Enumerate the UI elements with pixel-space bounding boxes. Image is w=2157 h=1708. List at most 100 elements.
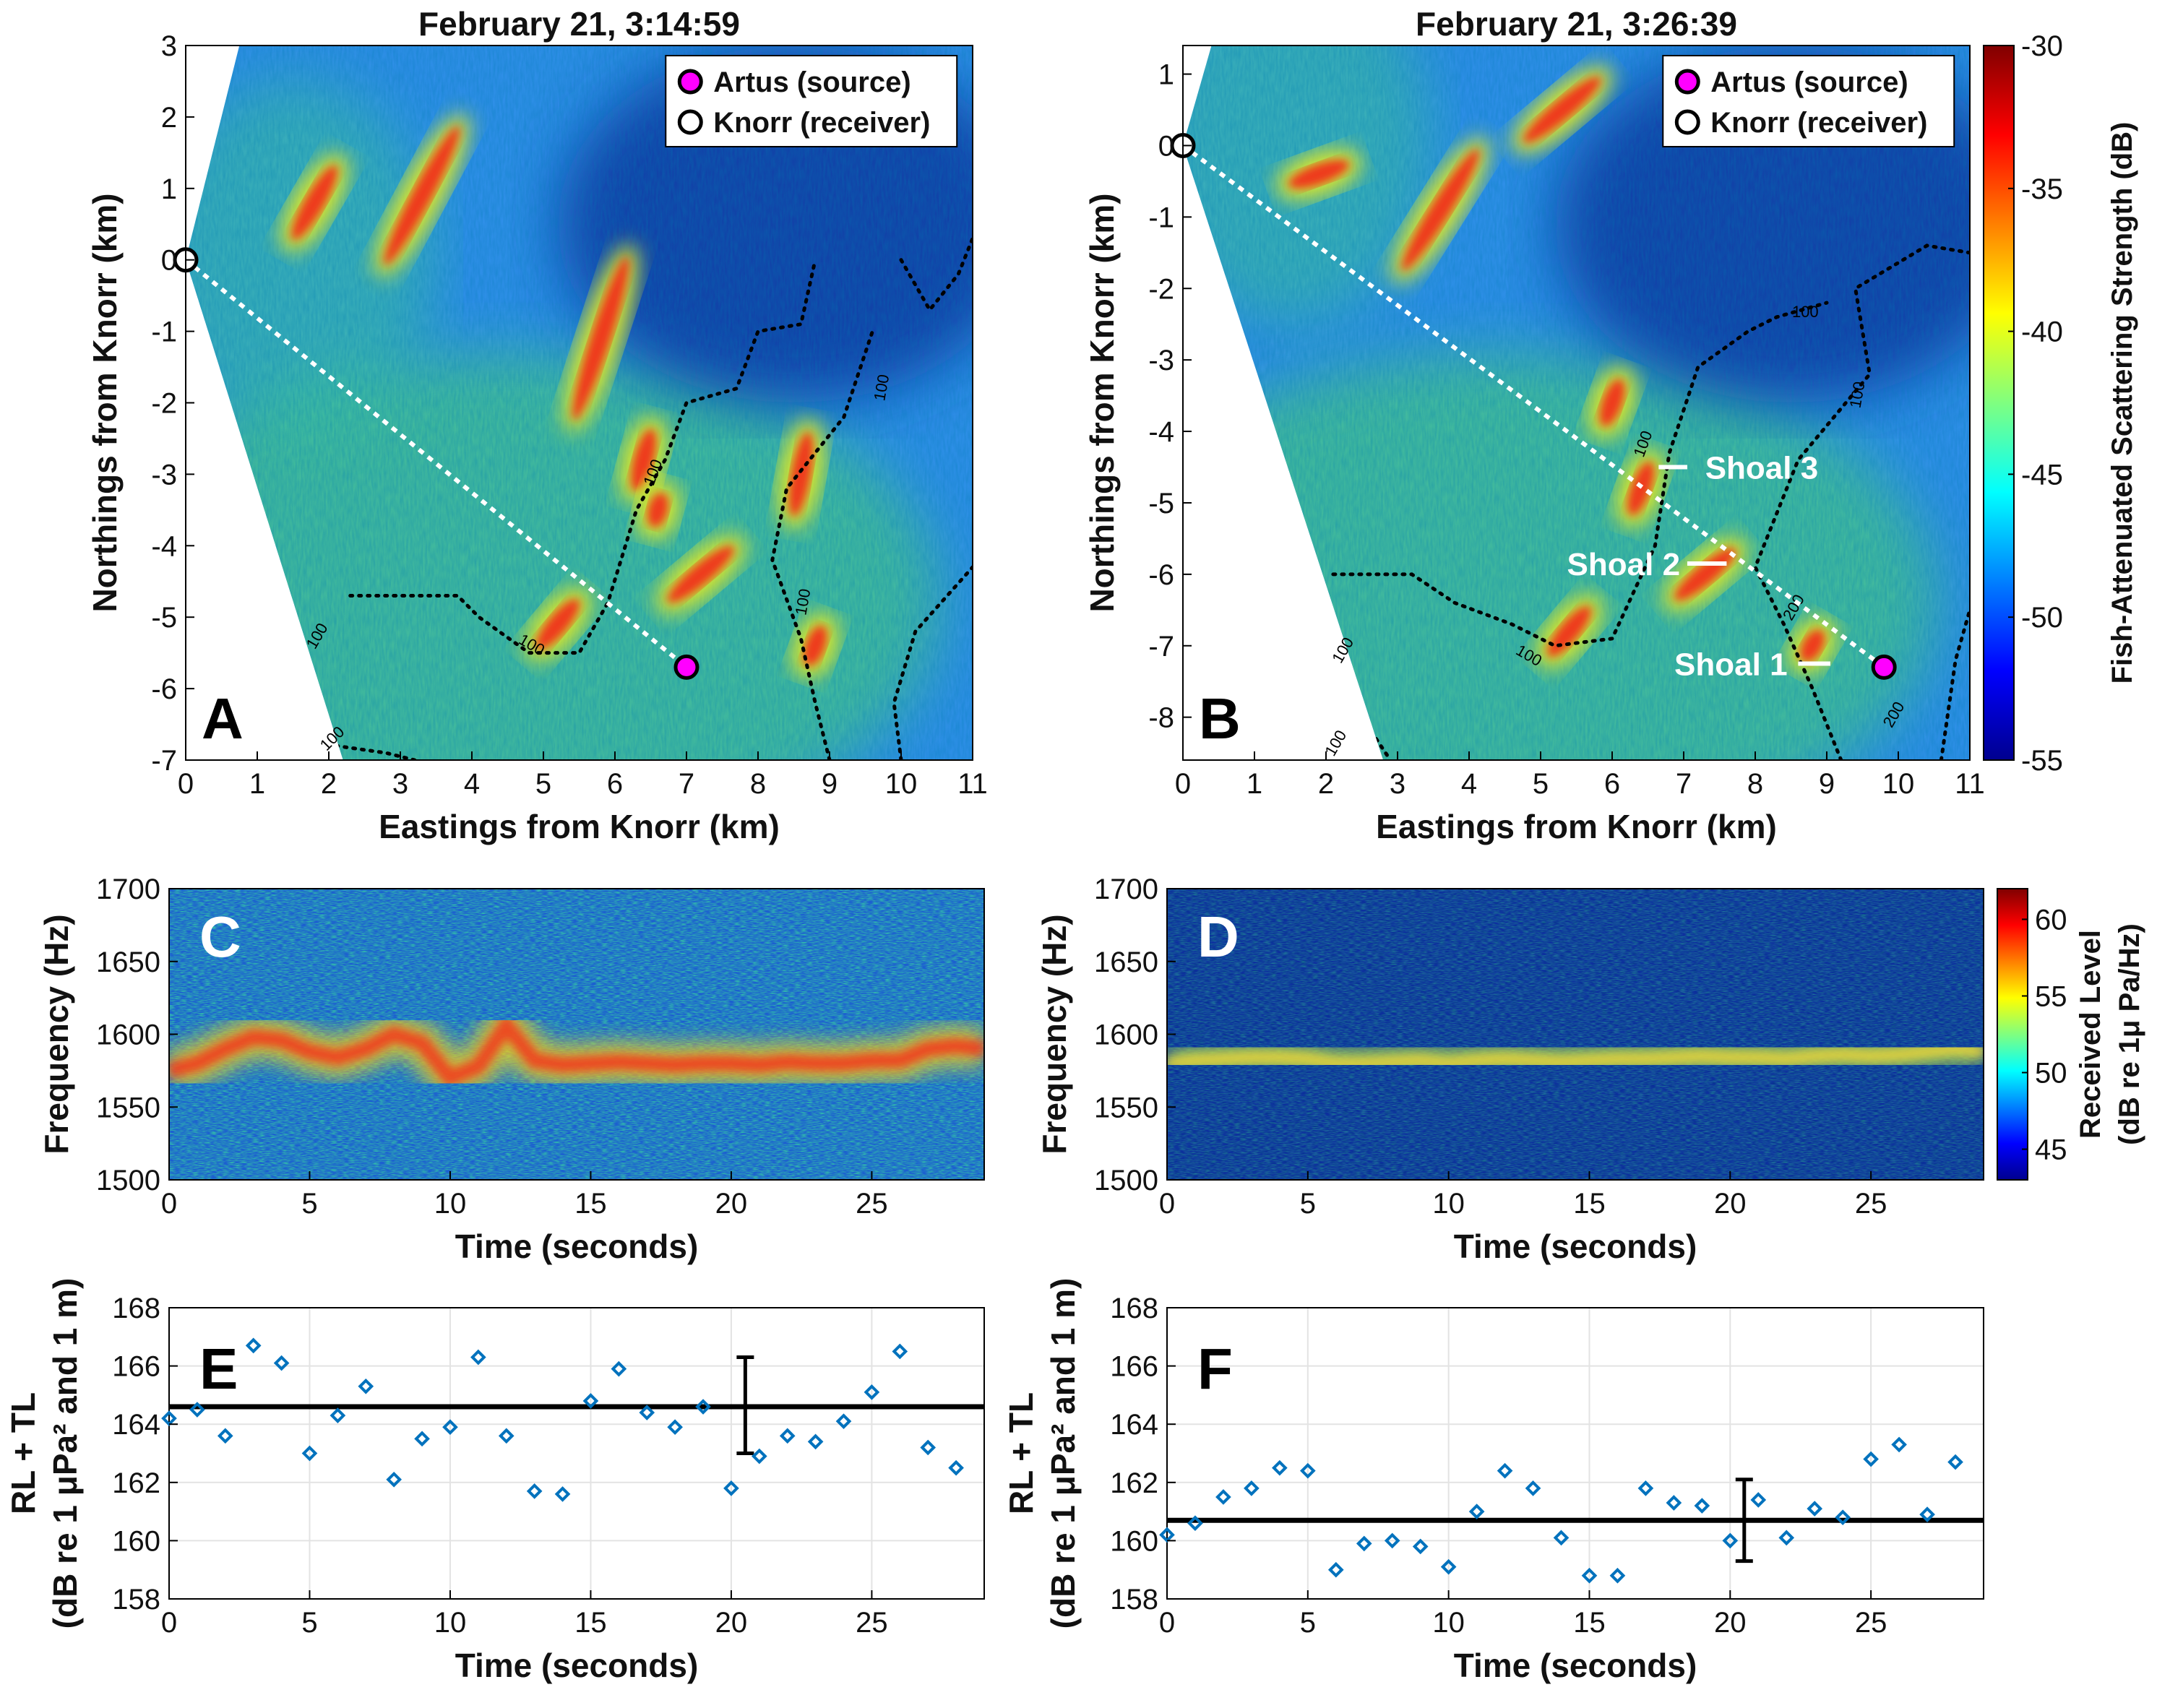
- legend-source-label: Artus (source): [713, 66, 910, 98]
- colorbar-label: Fish-Attenuated Scattering Strength (dB): [2106, 122, 2138, 684]
- x-axis-label: Time (seconds): [1454, 1647, 1697, 1684]
- y-tick-label: 1600: [1094, 1019, 1158, 1051]
- x-tick-label: 15: [1573, 1188, 1606, 1220]
- x-tick-label: 11: [957, 768, 988, 800]
- data-point: [1863, 1451, 1879, 1467]
- fish-shoal-3: [1512, 66, 1613, 154]
- data-point: [807, 1433, 824, 1450]
- x-tick-label: 25: [1855, 1607, 1887, 1639]
- data-point: [1244, 1480, 1260, 1496]
- x-tick-label: 6: [1604, 768, 1620, 800]
- y-tick-label: 158: [112, 1584, 160, 1616]
- x-tick-label: 11: [1955, 768, 1985, 800]
- shoal-core: [384, 126, 460, 266]
- y-tick-label: 1500: [1094, 1165, 1158, 1196]
- x-axis-label: Eastings from Knorr (km): [1376, 808, 1777, 845]
- data-point: [301, 1445, 318, 1462]
- data-point: [1553, 1530, 1570, 1546]
- y-tick-label: -6: [151, 673, 177, 705]
- y-axis-label-line1: RL + TL: [1002, 1392, 1040, 1514]
- shoal-core: [1401, 149, 1480, 271]
- x-tick-label: 5: [301, 1607, 317, 1639]
- x-tick-label: 1: [1247, 768, 1262, 800]
- spectrogram-image: [1167, 889, 1984, 1180]
- data-point: [1525, 1480, 1541, 1496]
- legend-receiver-label: Knorr (receiver): [1710, 107, 1927, 139]
- panel-d: 0 5 10 15 20 25 1700 1650 1600 1550 1500 Time (seco…: [1036, 874, 1984, 1265]
- y-tick-label: -4: [151, 530, 177, 562]
- colorbar-tick-label: -40: [2021, 316, 2063, 348]
- x-tick-label: 25: [1855, 1188, 1887, 1220]
- colorbar-tick-label: -50: [2021, 602, 2063, 634]
- y-tick-label: -8: [1148, 702, 1174, 734]
- data-point: [1468, 1504, 1485, 1519]
- x-tick-label: 8: [1747, 768, 1763, 800]
- panel-letter: A: [202, 686, 244, 751]
- y-tick-label: 1550: [96, 1092, 160, 1123]
- x-tick-label: 25: [856, 1607, 888, 1639]
- x-tick-label: 4: [464, 768, 480, 800]
- fish-shoal-8: [791, 612, 839, 679]
- y-tick-label: 168: [112, 1293, 160, 1324]
- colorbar-gradient: [1983, 45, 2015, 761]
- data-point: [1187, 1515, 1203, 1532]
- y-axis-label-line2: (dB re 1 μPa² and 1 m): [1044, 1278, 1082, 1629]
- fish-shoal-2: [374, 113, 469, 277]
- x-tick-label: 10: [434, 1188, 467, 1220]
- y-tick-label: -5: [151, 602, 177, 634]
- x-tick-label: 0: [1175, 768, 1191, 800]
- data-point: [1440, 1558, 1457, 1575]
- data-point: [1497, 1462, 1513, 1479]
- data-point: [667, 1419, 683, 1436]
- x-tick-label: 10: [1432, 1188, 1465, 1220]
- x-tick-label: 20: [1714, 1188, 1747, 1220]
- y-tick-label: 1: [1158, 59, 1174, 91]
- x-tick-label: 20: [715, 1607, 748, 1639]
- data-point: [1412, 1538, 1429, 1555]
- data-point: [1694, 1498, 1710, 1514]
- data-point: [1327, 1561, 1344, 1578]
- y-tick-label: -2: [151, 388, 177, 420]
- y-tick-label: 162: [1110, 1467, 1158, 1499]
- data-point: [1356, 1535, 1372, 1552]
- y-tick-label: 158: [1110, 1584, 1158, 1616]
- x-tick-label: 7: [679, 768, 694, 800]
- x-tick-label: 10: [1882, 768, 1915, 800]
- data-point: [779, 1428, 796, 1444]
- y-tick-label: -3: [1148, 345, 1174, 376]
- legend-source-label: Artus (source): [1710, 66, 1908, 98]
- x-tick-label: 25: [856, 1188, 888, 1220]
- y-tick-label: 0: [161, 245, 177, 277]
- data-point: [835, 1413, 852, 1429]
- depth-contour-4: [892, 565, 973, 760]
- panel-letter: B: [1199, 686, 1241, 751]
- depth-contour-1: [1331, 301, 1829, 648]
- data-point: [723, 1480, 739, 1496]
- fish-shoal-6: [1662, 536, 1748, 612]
- source-marker: [1871, 654, 1897, 680]
- fish-shoal-9: [777, 418, 825, 530]
- shoal-core: [1599, 379, 1625, 427]
- shoal-core: [1674, 548, 1736, 601]
- data-point: [273, 1355, 290, 1371]
- axes-frame: [1182, 45, 1971, 761]
- x-tick-label: 6: [607, 768, 623, 800]
- data-point: [1947, 1454, 1963, 1470]
- y-tick-label: 160: [1110, 1525, 1158, 1557]
- depth-contour-1: [348, 258, 817, 655]
- data-point: [639, 1405, 655, 1420]
- source-marker: [673, 654, 699, 680]
- fish-shoal-3: [564, 244, 638, 433]
- colorbar-tick-label: 60: [2035, 904, 2067, 936]
- data-point: [189, 1402, 205, 1418]
- y-tick-label: 1650: [96, 946, 160, 978]
- legend-receiver-icon: [1674, 109, 1700, 135]
- colorbar-label-line2: (dB re 1μ Pa/Hz): [2114, 923, 2145, 1145]
- x-tick-label: 0: [1159, 1188, 1175, 1220]
- y-tick-label: 2: [161, 102, 177, 134]
- y-tick-label: -5: [1148, 488, 1174, 519]
- panel-letter: E: [199, 1337, 238, 1401]
- shoal-core: [291, 165, 338, 241]
